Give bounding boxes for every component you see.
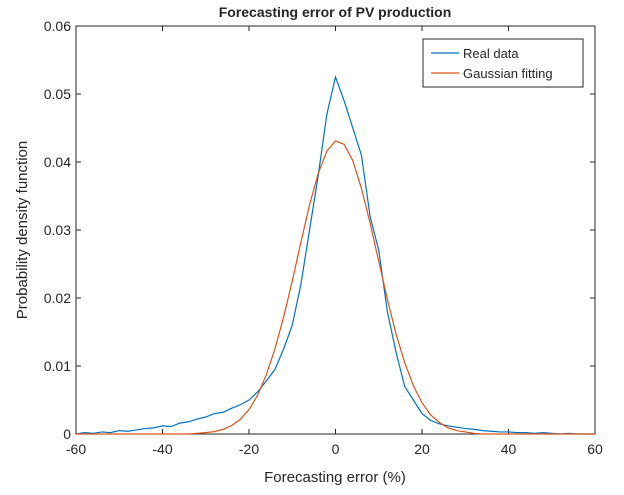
y-tick-label: 0.01	[44, 358, 71, 374]
x-tick-label: 0	[332, 441, 340, 457]
x-tick-label: -40	[152, 441, 172, 457]
x-tick-label: -60	[66, 441, 86, 457]
y-tick-label: 0.06	[44, 18, 71, 34]
x-tick-label: 40	[501, 441, 517, 457]
y-tick-label: 0.03	[44, 222, 71, 238]
series-line	[76, 140, 595, 435]
x-axis-label: Forecasting error (%)	[264, 469, 406, 486]
y-axis-label: Probability density function	[14, 141, 31, 319]
legend-label: Real data	[463, 46, 519, 61]
x-tick-label: 60	[587, 441, 603, 457]
plot-area	[75, 25, 596, 435]
y-tick-label: 0.02	[44, 290, 71, 306]
y-tick-label: 0	[63, 426, 71, 442]
x-tick-label: -20	[239, 441, 259, 457]
chart-title: Forecasting error of PV production	[219, 4, 452, 20]
legend-label: Gaussian fitting	[463, 66, 553, 81]
legend-box	[422, 38, 584, 88]
y-tick-label: 0.04	[44, 154, 71, 170]
y-tick-label: 0.05	[44, 86, 71, 102]
series-line	[75, 74, 595, 435]
x-tick-label: 20	[414, 441, 430, 457]
